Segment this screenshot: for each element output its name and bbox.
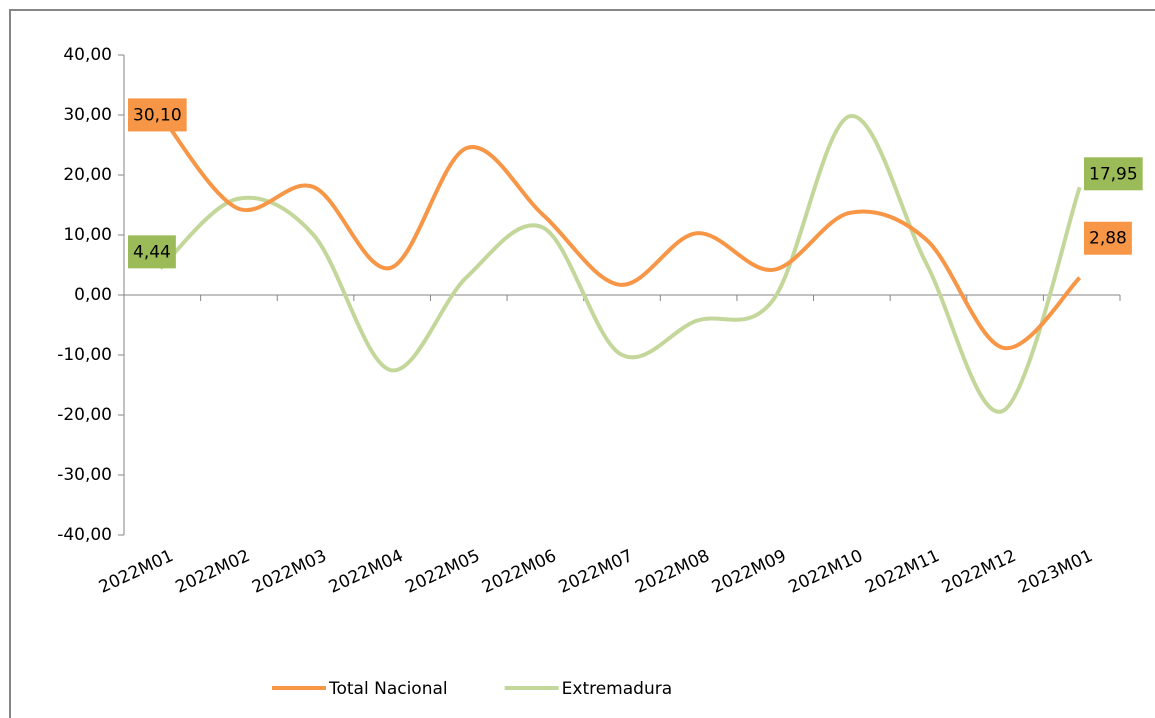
- data-label-box: [1084, 221, 1132, 255]
- data-label: 4,44: [128, 235, 176, 269]
- y-tick-label: 10,00: [63, 225, 112, 245]
- data-label: 2,88: [1084, 221, 1132, 255]
- series-line: [158, 114, 1082, 414]
- data-label-box: [128, 235, 176, 269]
- data-label-text: 17,95: [1089, 164, 1138, 184]
- data-label-text: 2,88: [1089, 229, 1127, 249]
- y-tick-label: -30,00: [57, 465, 112, 485]
- legend-label: Total Nacional: [328, 679, 448, 699]
- y-tick-label: 30,00: [63, 105, 112, 125]
- data-label-box: [128, 98, 187, 132]
- data-label: 17,95: [1084, 157, 1143, 191]
- y-tick-label: -40,00: [57, 525, 112, 545]
- y-tick-label: -20,00: [57, 405, 112, 425]
- legend-label: Extremadura: [562, 679, 673, 699]
- y-tick-label: 40,00: [63, 45, 112, 65]
- y-tick-label: 0,00: [74, 285, 112, 305]
- y-tick-label: -10,00: [57, 345, 112, 365]
- series-line: [158, 113, 1082, 350]
- y-tick-label: 20,00: [63, 165, 112, 185]
- data-label: 30,10: [128, 98, 187, 132]
- data-label-text: 4,44: [133, 242, 171, 262]
- data-label-box: [1084, 157, 1143, 191]
- data-label-text: 30,10: [133, 105, 182, 125]
